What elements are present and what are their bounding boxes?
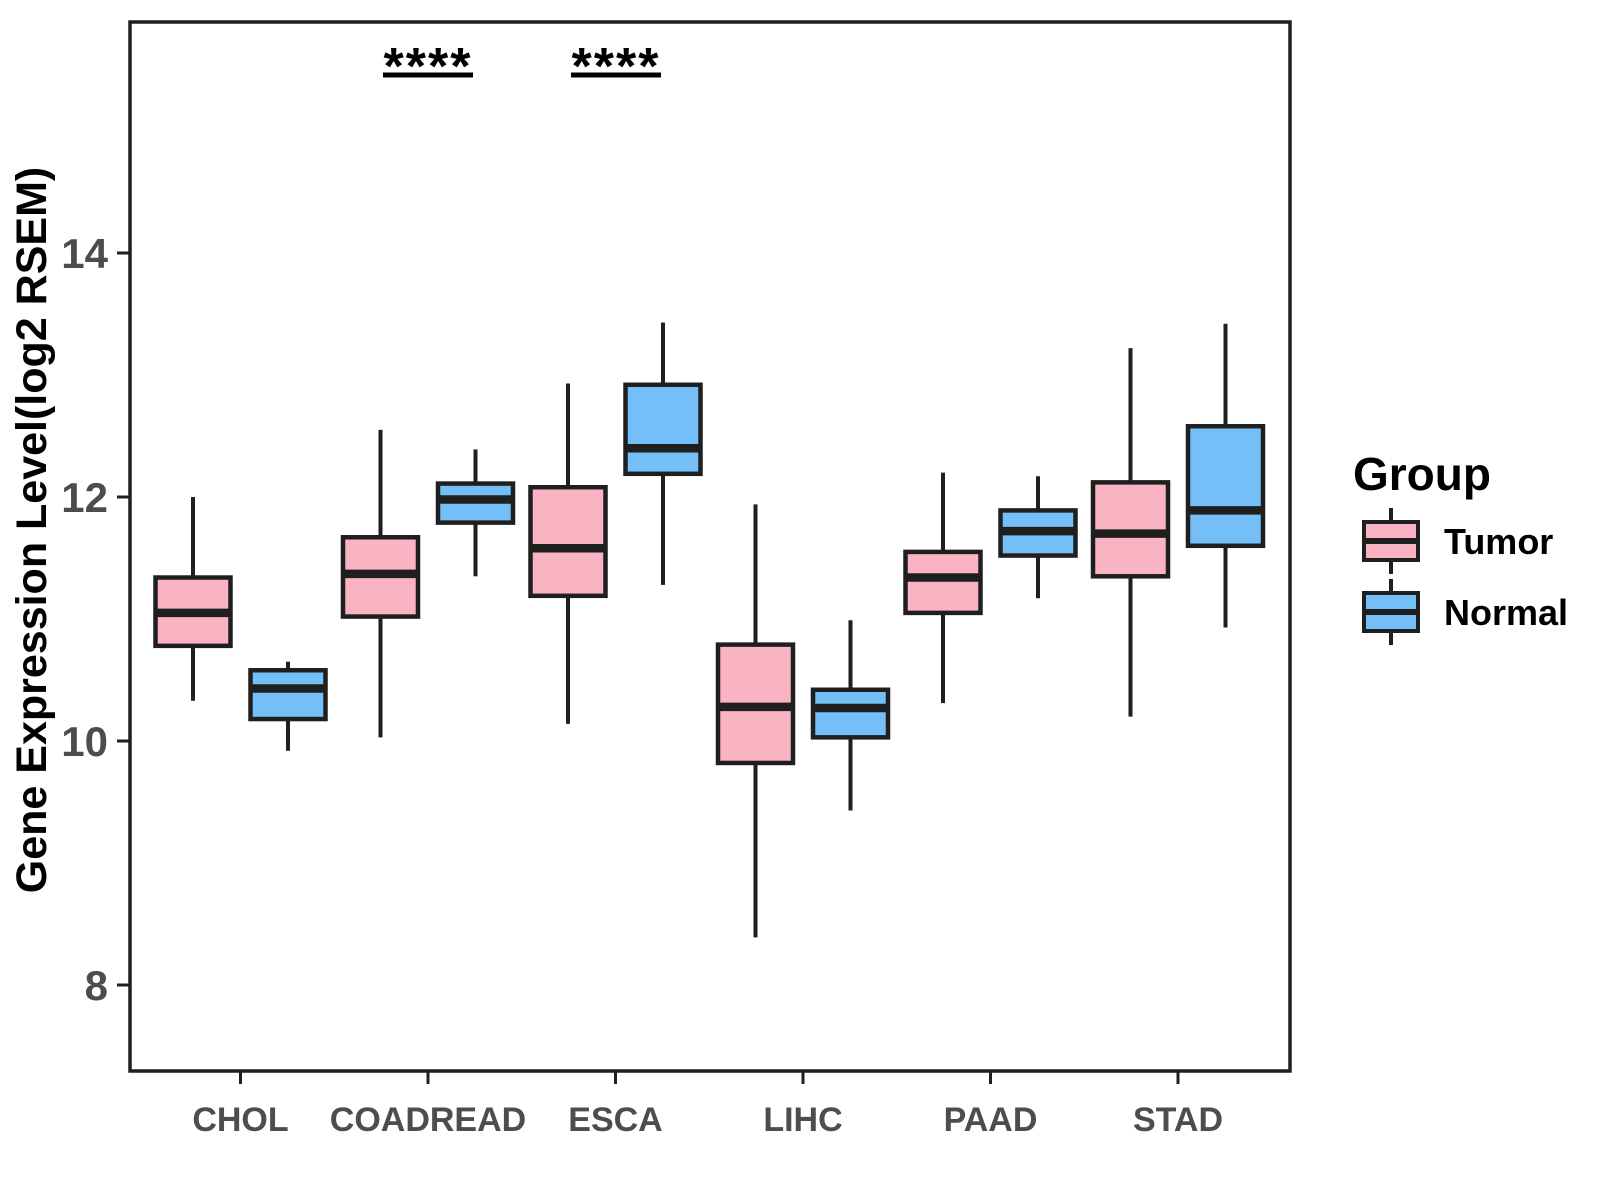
y-tick-label-12: 12 [61, 474, 108, 521]
iqr-box [528, 484, 608, 599]
legend-label-tumor: Tumor [1444, 521, 1553, 562]
iqr-box [248, 667, 328, 722]
boxplot-tumor-PAAD [903, 472, 983, 704]
iqr-box [1090, 480, 1171, 579]
y-tick-label-8: 8 [85, 962, 108, 1009]
x-tick-label-stad: STAD [1133, 1101, 1223, 1139]
boxplot-tumor-ESCA [528, 383, 608, 724]
boxplot-series [153, 322, 1266, 938]
boxplot-tumor-LIHC [715, 504, 796, 938]
x-tick-label-lihc: LIHC [763, 1101, 842, 1139]
legend: Group Tumor Normal [1353, 448, 1568, 645]
iqr-box [810, 687, 891, 740]
boxplot-normal-LIHC [810, 620, 891, 811]
boxplot-tumor-COADREAD [340, 429, 421, 738]
x-tick-label-esca: ESCA [568, 1101, 662, 1139]
boxplot-normal-STAD [1185, 323, 1266, 628]
x-tick-label-coadread: COADREAD [330, 1101, 526, 1139]
legend-entry-tumor: Tumor [1362, 508, 1553, 574]
y-tick-label-14: 14 [61, 230, 108, 277]
boxplot-tumor-STAD [1090, 348, 1171, 717]
iqr-box [903, 549, 983, 616]
boxplot-normal-COADREAD [435, 449, 516, 577]
x-tick-label-chol: CHOL [192, 1101, 288, 1139]
x-axis-ticks [239, 1071, 1180, 1084]
boxplot-normal-ESCA [623, 322, 703, 585]
plot-panel-border [128, 20, 1292, 1073]
legend-title: Group [1353, 448, 1491, 500]
y-axis-tick-labels: 8 10 12 14 [61, 230, 108, 1009]
y-axis-title: Gene Expression Level(log2 RSEM) [8, 167, 56, 893]
significance-stars-esca: **** [572, 38, 661, 96]
boxplot-normal-PAAD [998, 476, 1078, 599]
legend-entry-normal: Normal [1362, 579, 1568, 645]
x-axis-tick-labels: CHOL COADREAD ESCA LIHC PAAD STAD [192, 1101, 1223, 1139]
significance-annotations: **** **** [383, 38, 661, 96]
y-axis-ticks [117, 251, 130, 987]
boxplot-normal-CHOL [248, 661, 328, 751]
x-tick-label-paad: PAAD [944, 1101, 1038, 1139]
legend-label-normal: Normal [1444, 592, 1568, 633]
significance-stars-coadread: **** [384, 38, 473, 96]
iqr-box [1185, 423, 1266, 549]
boxplot-tumor-CHOL [153, 497, 233, 701]
iqr-box [623, 382, 703, 477]
y-tick-label-10: 10 [61, 718, 108, 765]
